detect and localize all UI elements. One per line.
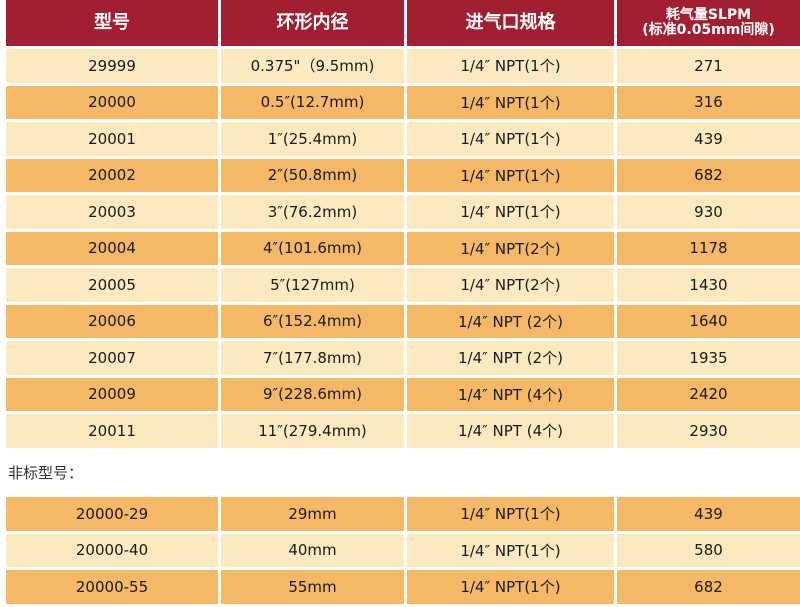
cell-inner-diameter: 9″(228.6mm)	[221, 377, 404, 411]
table-row: 20002 2″(50.8mm) 1/4″ NPT(1个) 682	[6, 158, 800, 192]
cell-model: 20007	[6, 341, 218, 375]
cell-air-consumption: 439	[617, 497, 800, 531]
table-row: 20009 9″(228.6mm) 1/4″ NPT (4个) 2420	[6, 377, 800, 411]
cell-air-consumption: 439	[617, 122, 800, 156]
table-row: 20003 3″(76.2mm) 1/4″ NPT(1个) 930	[6, 195, 800, 229]
cell-air-consumption: 580	[617, 533, 800, 567]
cell-inlet-spec: 1/4″ NPT(1个)	[407, 533, 614, 567]
nonstandard-models-table: 20000-29 29mm 1/4″ NPT(1个) 439 20000-40 40mm 1…	[3, 494, 800, 607]
cell-model: 20000	[6, 85, 218, 119]
cell-inlet-spec: 1/4″ NPT(2个)	[407, 268, 614, 302]
cell-inner-diameter: 55mm	[221, 570, 404, 604]
cell-inner-diameter: 2″(50.8mm)	[221, 158, 404, 192]
cell-air-consumption: 682	[617, 158, 800, 192]
cell-inner-diameter: 5″(127mm)	[221, 268, 404, 302]
cell-model: 20002	[6, 158, 218, 192]
cell-air-consumption: 1430	[617, 268, 800, 302]
cell-inlet-spec: 1/4″ NPT(1个)	[407, 158, 614, 192]
cell-inlet-spec: 1/4″ NPT(1个)	[407, 497, 614, 531]
standard-models-table: 型号 环形内径 进气口规格 耗气量SLPM (标准0.05mm间隙) 29999…	[3, 0, 800, 451]
cell-model: 20009	[6, 377, 218, 411]
cell-model: 20000-29	[6, 497, 218, 531]
cell-inlet-spec: 1/4″ NPT (2个)	[407, 341, 614, 375]
header-air-consumption: 耗气量SLPM (标准0.05mm间隙)	[617, 0, 800, 46]
table-row: 29999 0.375"（9.5mm) 1/4″ NPT(1个) 271	[6, 49, 800, 83]
cell-air-consumption: 930	[617, 195, 800, 229]
cell-inlet-spec: 1/4″ NPT(2个)	[407, 231, 614, 265]
table-row: 20011 11″(279.4mm) 1/4″ NPT (4个) 2930	[6, 414, 800, 448]
cell-air-consumption: 1935	[617, 341, 800, 375]
cell-air-consumption: 316	[617, 85, 800, 119]
cell-air-consumption: 1640	[617, 304, 800, 338]
cell-inner-diameter: 29mm	[221, 497, 404, 531]
cell-model: 20006	[6, 304, 218, 338]
cell-air-consumption: 682	[617, 570, 800, 604]
table-row: 20001 1″(25.4mm) 1/4″ NPT(1个) 439	[6, 122, 800, 156]
nonstandard-models-label: 非标型号：	[8, 464, 84, 482]
header-row: 型号 环形内径 进气口规格 耗气量SLPM (标准0.05mm间隙)	[6, 0, 800, 46]
cell-inlet-spec: 1/4″ NPT(1个)	[407, 85, 614, 119]
cell-model: 20000-55	[6, 570, 218, 604]
cell-inner-diameter: 7″(177.8mm)	[221, 341, 404, 375]
cell-model: 20005	[6, 268, 218, 302]
cell-inner-diameter: 0.375"（9.5mm)	[221, 49, 404, 83]
cell-air-consumption: 2930	[617, 414, 800, 448]
cell-inner-diameter: 6″(152.4mm)	[221, 304, 404, 338]
header-model: 型号	[6, 0, 218, 46]
table-row: 20000-40 40mm 1/4″ NPT(1个) 580	[6, 533, 800, 567]
cell-inner-diameter: 40mm	[221, 533, 404, 567]
table-row: 20005 5″(127mm) 1/4″ NPT(2个) 1430	[6, 268, 800, 302]
table-row: 20004 4″(101.6mm) 1/4″ NPT(2个) 1178	[6, 231, 800, 265]
cell-air-consumption: 1178	[617, 231, 800, 265]
cell-model: 20000-40	[6, 533, 218, 567]
cell-inner-diameter: 0.5″(12.7mm)	[221, 85, 404, 119]
table-row: 20006 6″(152.4mm) 1/4″ NPT (2个) 1640	[6, 304, 800, 338]
header-inlet-spec: 进气口规格	[407, 0, 614, 46]
cell-inlet-spec: 1/4″ NPT (4个)	[407, 414, 614, 448]
cell-model: 20004	[6, 231, 218, 265]
cell-model: 20003	[6, 195, 218, 229]
cell-air-consumption: 2420	[617, 377, 800, 411]
cell-inlet-spec: 1/4″ NPT(1个)	[407, 122, 614, 156]
cell-inlet-spec: 1/4″ NPT (2个)	[407, 304, 614, 338]
cell-inner-diameter: 4″(101.6mm)	[221, 231, 404, 265]
table-row: 20007 7″(177.8mm) 1/4″ NPT (2个) 1935	[6, 341, 800, 375]
cell-inner-diameter: 1″(25.4mm)	[221, 122, 404, 156]
cell-inlet-spec: 1/4″ NPT(1个)	[407, 195, 614, 229]
cell-inlet-spec: 1/4″ NPT (4个)	[407, 377, 614, 411]
cell-inner-diameter: 11″(279.4mm)	[221, 414, 404, 448]
cell-model: 29999	[6, 49, 218, 83]
cell-air-consumption: 271	[617, 49, 800, 83]
table-row: 20000-55 55mm 1/4″ NPT(1个) 682	[6, 570, 800, 604]
header-inner-diameter: 环形内径	[221, 0, 404, 46]
cell-model: 20001	[6, 122, 218, 156]
cell-inlet-spec: 1/4″ NPT(1个)	[407, 49, 614, 83]
cell-inner-diameter: 3″(76.2mm)	[221, 195, 404, 229]
table-row: 20000 0.5″(12.7mm) 1/4″ NPT(1个) 316	[6, 85, 800, 119]
table-row: 20000-29 29mm 1/4″ NPT(1个) 439	[6, 497, 800, 531]
cell-model: 20011	[6, 414, 218, 448]
cell-inlet-spec: 1/4″ NPT(1个)	[407, 570, 614, 604]
